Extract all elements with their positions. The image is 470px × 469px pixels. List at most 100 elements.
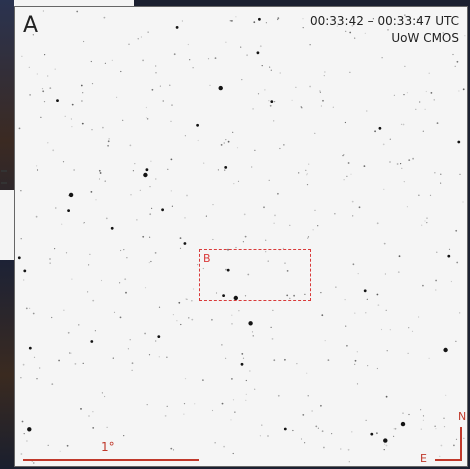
star [104,62,106,64]
star [64,115,66,117]
star [113,311,116,313]
star [408,327,410,329]
star [20,377,22,379]
star [231,20,233,22]
star [245,393,247,395]
star [354,363,356,365]
star [243,213,246,216]
star [139,189,141,191]
star [104,395,106,398]
star [215,292,218,294]
star [81,100,83,102]
star [71,103,74,106]
star [70,118,72,120]
star [49,262,51,264]
star [306,372,308,374]
star [123,249,125,251]
star [88,264,90,266]
star [151,207,153,209]
star [385,309,387,311]
star [324,340,326,342]
star [376,367,378,370]
star [225,268,227,271]
star [273,359,276,362]
compass-north-label: N [458,410,467,423]
star [403,94,405,96]
star [400,163,402,165]
star [36,378,38,380]
star [304,293,306,295]
star [36,165,38,167]
star [62,161,65,163]
star [412,157,414,160]
star [58,359,60,362]
star [192,67,194,69]
star [426,222,428,224]
star [232,399,235,401]
star [277,18,279,21]
star [440,444,443,447]
star [149,186,151,188]
star [148,354,151,356]
star [384,443,386,445]
star [317,427,319,429]
star [376,432,378,435]
star [270,100,274,103]
star [317,225,319,227]
star [171,104,173,106]
star [411,330,414,332]
star [393,435,395,437]
star [32,312,35,315]
star [259,45,262,48]
star [257,93,260,95]
star [311,410,313,412]
star [434,172,436,174]
star [230,419,232,421]
star [400,123,403,125]
star [354,37,356,39]
star [36,73,38,75]
star [385,395,388,398]
compass-north-arrow [460,427,462,461]
star [54,248,56,250]
star [33,356,36,358]
star [191,318,194,321]
star [408,159,411,162]
star [356,383,359,385]
star [277,192,279,195]
star [351,24,354,27]
star [462,88,465,91]
star [450,280,452,283]
star [74,363,77,365]
star [99,172,102,174]
star [23,279,25,281]
star [363,165,366,168]
star [314,132,316,134]
edge-tick [1,170,7,172]
star [82,362,84,364]
star [202,267,204,270]
star [232,131,234,133]
star [453,444,455,447]
star [47,444,49,446]
star [258,17,261,21]
star [283,144,285,146]
star [321,430,324,433]
star [291,99,293,101]
star [49,258,51,260]
star [344,121,346,124]
star [324,71,326,73]
star [354,312,356,314]
star [240,46,242,48]
star [102,126,104,129]
star [384,273,386,275]
star [129,144,132,147]
star [68,192,74,198]
star [442,32,444,34]
star [242,241,244,243]
star [55,207,57,209]
star [279,147,281,150]
star [429,194,432,196]
star [140,36,142,38]
star [227,140,230,143]
